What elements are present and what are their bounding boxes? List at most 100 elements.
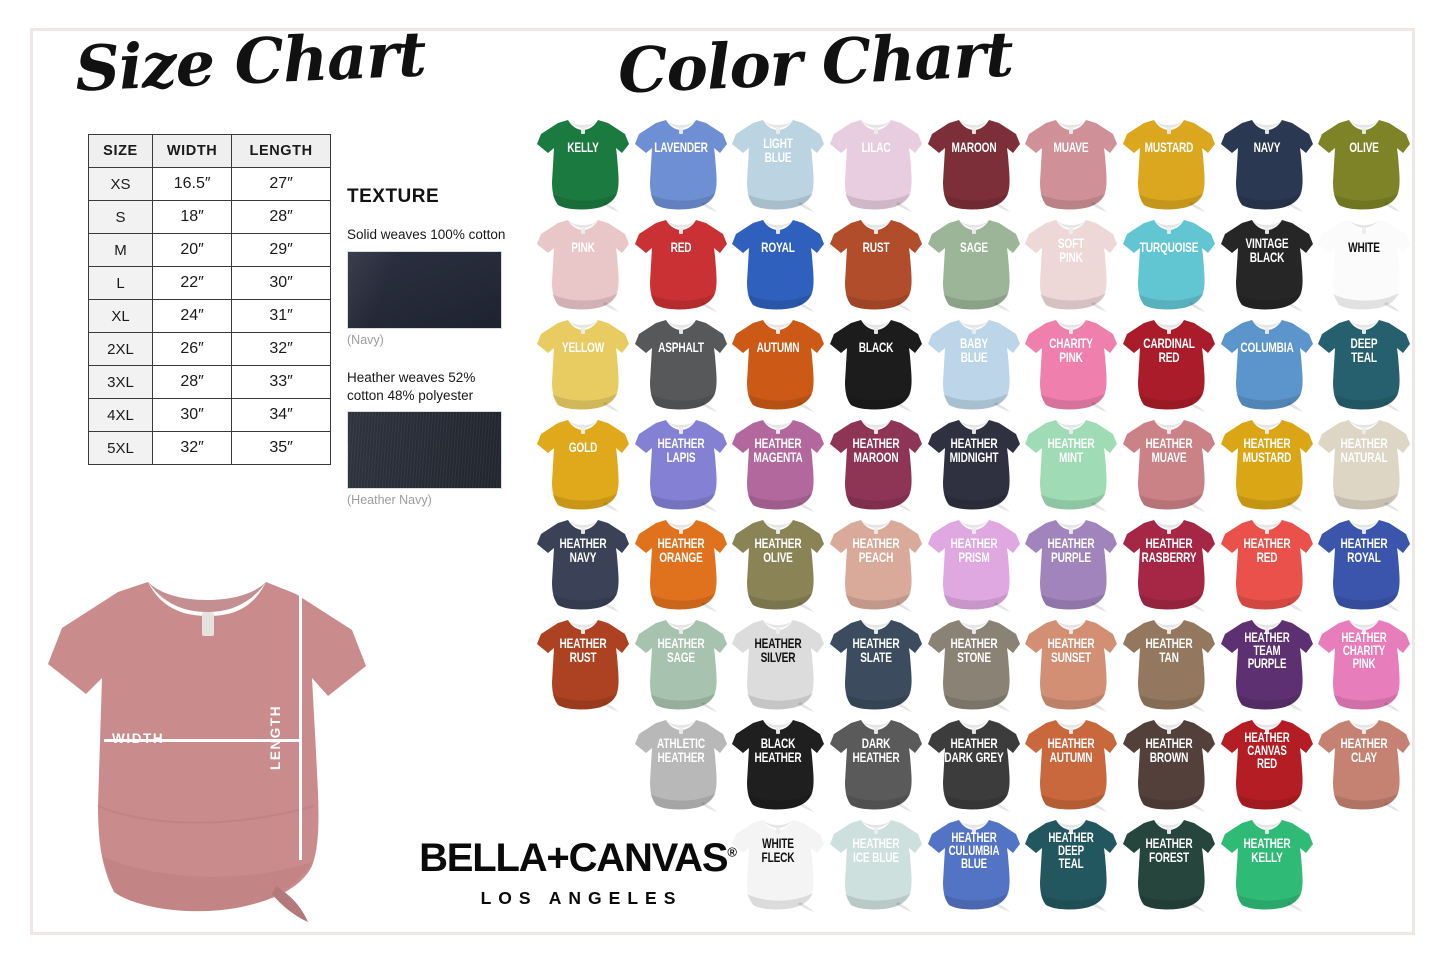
color-swatch-heather-muave[interactable]: HEATHER MUAVE	[1120, 412, 1218, 512]
color-swatch-heather-magenta[interactable]: HEATHER MAGENTA	[729, 412, 827, 512]
size-table-cell-size: 3XL	[88, 365, 153, 399]
color-swatch-black-heather[interactable]: BLACK HEATHER	[729, 712, 827, 812]
color-swatch-heather-red[interactable]: HEATHER RED	[1218, 512, 1316, 612]
color-swatch-heather-culumbia-blue[interactable]: HEATHER CULUMBIA BLUE	[925, 812, 1023, 912]
color-swatch-heather-charity-pink[interactable]: HEATHER CHARITY PINK	[1316, 612, 1414, 712]
color-swatch-heather-olive[interactable]: HEATHER OLIVE	[729, 512, 827, 612]
color-swatch-heather-purple[interactable]: HEATHER PURPLE	[1022, 512, 1120, 612]
color-swatch-lilac[interactable]: LILAC	[827, 112, 925, 212]
size-table-row: L 22″ 30″	[88, 266, 331, 300]
color-swatch-heather-rust[interactable]: HEATHER RUST	[534, 612, 632, 712]
color-swatch-muave[interactable]: MUAVE	[1022, 112, 1120, 212]
color-swatch-heather-rasberry[interactable]: HEATHER RASBERRY	[1120, 512, 1218, 612]
color-swatch-heather-team-purple[interactable]: HEATHER TEAM PURPLE	[1218, 612, 1316, 712]
color-swatch-rust[interactable]: RUST	[827, 212, 925, 312]
tshirt-icon: HEATHER NAVY	[535, 512, 631, 612]
color-swatch-heather-silver[interactable]: HEATHER SILVER	[729, 612, 827, 712]
color-swatch-white[interactable]: WHITE	[1316, 212, 1414, 312]
color-swatch-heather-lapis[interactable]: HEATHER LAPIS	[632, 412, 730, 512]
color-swatch-olive[interactable]: OLIVE	[1316, 112, 1414, 212]
color-swatch-heather-stone[interactable]: HEATHER STONE	[925, 612, 1023, 712]
color-swatch-asphalt[interactable]: ASPHALT	[632, 312, 730, 412]
color-swatch-baby-blue[interactable]: BABY BLUE	[925, 312, 1023, 412]
color-swatch-heather-clay[interactable]: HEATHER CLAY	[1316, 712, 1414, 812]
tshirt-icon: BABY BLUE	[926, 312, 1022, 412]
color-swatch-navy[interactable]: NAVY	[1218, 112, 1316, 212]
tshirt-icon: RED	[633, 212, 729, 312]
tshirt-icon: BLACK	[828, 312, 924, 412]
heather-weave-subcaption: (Heather Navy)	[347, 493, 432, 508]
tshirt-icon: HEATHER CANVAS RED	[1219, 712, 1315, 812]
color-swatch-lavender[interactable]: LAVENDER	[632, 112, 730, 212]
color-swatch-heather-deep-teal[interactable]: HEATHER DEEP TEAL	[1022, 812, 1120, 912]
color-swatch-heather-tan[interactable]: HEATHER TAN	[1120, 612, 1218, 712]
tshirt-icon: CHARITY PINK	[1023, 312, 1119, 412]
color-swatch-heather-ice-blue[interactable]: HEATHER ICE BLUE	[827, 812, 925, 912]
color-swatch-heather-kelly[interactable]: HEATHER KELLY	[1218, 812, 1316, 912]
color-swatch-mustard[interactable]: MUSTARD	[1120, 112, 1218, 212]
color-swatch-heather-slate[interactable]: HEATHER SLATE	[827, 612, 925, 712]
size-table-row: S 18″ 28″	[88, 200, 331, 234]
size-table-col-width: WIDTH	[151, 134, 233, 168]
color-swatch-heather-natural[interactable]: HEATHER NATURAL	[1316, 412, 1414, 512]
tshirt-icon: HEATHER ORANGE	[633, 512, 729, 612]
brand-logo: BELLA+CANVAS® LOS ANGELES	[378, 838, 778, 909]
tshirt-icon: HEATHER BROWN	[1121, 712, 1217, 812]
color-swatch-sage[interactable]: SAGE	[925, 212, 1023, 312]
size-table: SIZE WIDTH LENGTH XS 16.5″ 27″ S 18″ 28″ M 20″ 2…	[88, 134, 331, 465]
tshirt-icon: HEATHER SLATE	[828, 612, 924, 712]
color-swatch-cardinal-red[interactable]: CARDINAL RED	[1120, 312, 1218, 412]
size-table-row: XL 24″ 31″	[88, 299, 331, 333]
color-swatch-heather-navy[interactable]: HEATHER NAVY	[534, 512, 632, 612]
tshirt-icon: HEATHER STONE	[926, 612, 1022, 712]
color-swatch-heather-mustard[interactable]: HEATHER MUSTARD	[1218, 412, 1316, 512]
color-swatch-heather-mint[interactable]: HEATHER MINT	[1022, 412, 1120, 512]
color-swatch-royal[interactable]: ROYAL	[729, 212, 827, 312]
size-table-cell-length: 32″	[231, 332, 331, 366]
size-table-cell-width: 16.5″	[151, 167, 233, 201]
color-swatch-deep-teal[interactable]: DEEP TEAL	[1316, 312, 1414, 412]
color-swatch-heather-midnight[interactable]: HEATHER MIDNIGHT	[925, 412, 1023, 512]
color-swatch-red[interactable]: RED	[632, 212, 730, 312]
color-swatch-gold[interactable]: GOLD	[534, 412, 632, 512]
color-swatch-heather-royal[interactable]: HEATHER ROYAL	[1316, 512, 1414, 612]
tshirt-icon: HEATHER SILVER	[730, 612, 826, 712]
color-swatch-soft-pink[interactable]: SOFT PINK	[1022, 212, 1120, 312]
color-swatch-kelly[interactable]: KELLY	[534, 112, 632, 212]
color-swatch-heather-orange[interactable]: HEATHER ORANGE	[632, 512, 730, 612]
color-chart-row: KELLY LAVENDER LIGHT BLUE LILAC MAROON MUAVE M…	[534, 112, 1414, 212]
tshirt-icon: HEATHER CULUMBIA BLUE	[926, 812, 1022, 912]
color-swatch-turquoise[interactable]: TURQUOISE	[1120, 212, 1218, 312]
color-swatch-light-blue[interactable]: LIGHT BLUE	[729, 112, 827, 212]
color-swatch-yellow[interactable]: YELLOW	[534, 312, 632, 412]
color-swatch-heather-sage[interactable]: HEATHER SAGE	[632, 612, 730, 712]
color-swatch-athletic-heather[interactable]: ATHLETIC HEATHER	[632, 712, 730, 812]
color-swatch-heather-dark-grey[interactable]: HEATHER DARK GREY	[925, 712, 1023, 812]
size-table-cell-size: XL	[88, 299, 153, 333]
color-swatch-dark-heather[interactable]: DARK HEATHER	[827, 712, 925, 812]
size-table-row: 3XL 28″ 33″	[88, 365, 331, 399]
color-swatch-heather-peach[interactable]: HEATHER PEACH	[827, 512, 925, 612]
color-swatch-charity-pink[interactable]: CHARITY PINK	[1022, 312, 1120, 412]
tshirt-icon: HEATHER SUNSET	[1023, 612, 1119, 712]
color-swatch-vintage-black[interactable]: VINTAGE BLACK	[1218, 212, 1316, 312]
color-swatch-pink[interactable]: PINK	[534, 212, 632, 312]
solid-weave-caption: Solid weaves 100% cotton	[347, 227, 506, 242]
size-table-cell-length: 31″	[231, 299, 331, 333]
color-swatch-autumn[interactable]: AUTUMN	[729, 312, 827, 412]
size-table-cell-width: 32″	[151, 431, 233, 465]
color-swatch-columbia[interactable]: COLUMBIA	[1218, 312, 1316, 412]
color-swatch-heather-forest[interactable]: HEATHER FOREST	[1120, 812, 1218, 912]
tshirt-icon: HEATHER SAGE	[633, 612, 729, 712]
color-swatch-maroon[interactable]: MAROON	[925, 112, 1023, 212]
color-swatch-heather-brown[interactable]: HEATHER BROWN	[1120, 712, 1218, 812]
color-swatch-heather-maroon[interactable]: HEATHER MAROON	[827, 412, 925, 512]
color-swatch-heather-sunset[interactable]: HEATHER SUNSET	[1022, 612, 1120, 712]
color-swatch-black[interactable]: BLACK	[827, 312, 925, 412]
size-table-cell-size: S	[88, 200, 153, 234]
color-swatch-heather-canvas-red[interactable]: HEATHER CANVAS RED	[1218, 712, 1316, 812]
tshirt-icon: BLACK HEATHER	[730, 712, 826, 812]
color-swatch-heather-prism[interactable]: HEATHER PRISM	[925, 512, 1023, 612]
color-swatch-white-fleck[interactable]: WHITE FLECK	[729, 812, 827, 912]
color-swatch-heather-autumn[interactable]: HEATHER AUTUMN	[1022, 712, 1120, 812]
